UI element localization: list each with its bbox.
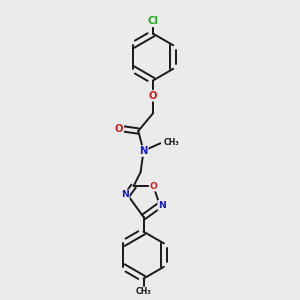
Text: N: N (158, 201, 166, 210)
Text: O: O (115, 124, 123, 134)
Text: N: N (140, 146, 148, 156)
Text: CH₃: CH₃ (136, 287, 152, 296)
Text: O: O (149, 91, 157, 101)
Text: Cl: Cl (148, 16, 158, 26)
Text: O: O (150, 182, 158, 191)
Text: CH₃: CH₃ (163, 138, 179, 147)
Text: N: N (121, 190, 129, 199)
